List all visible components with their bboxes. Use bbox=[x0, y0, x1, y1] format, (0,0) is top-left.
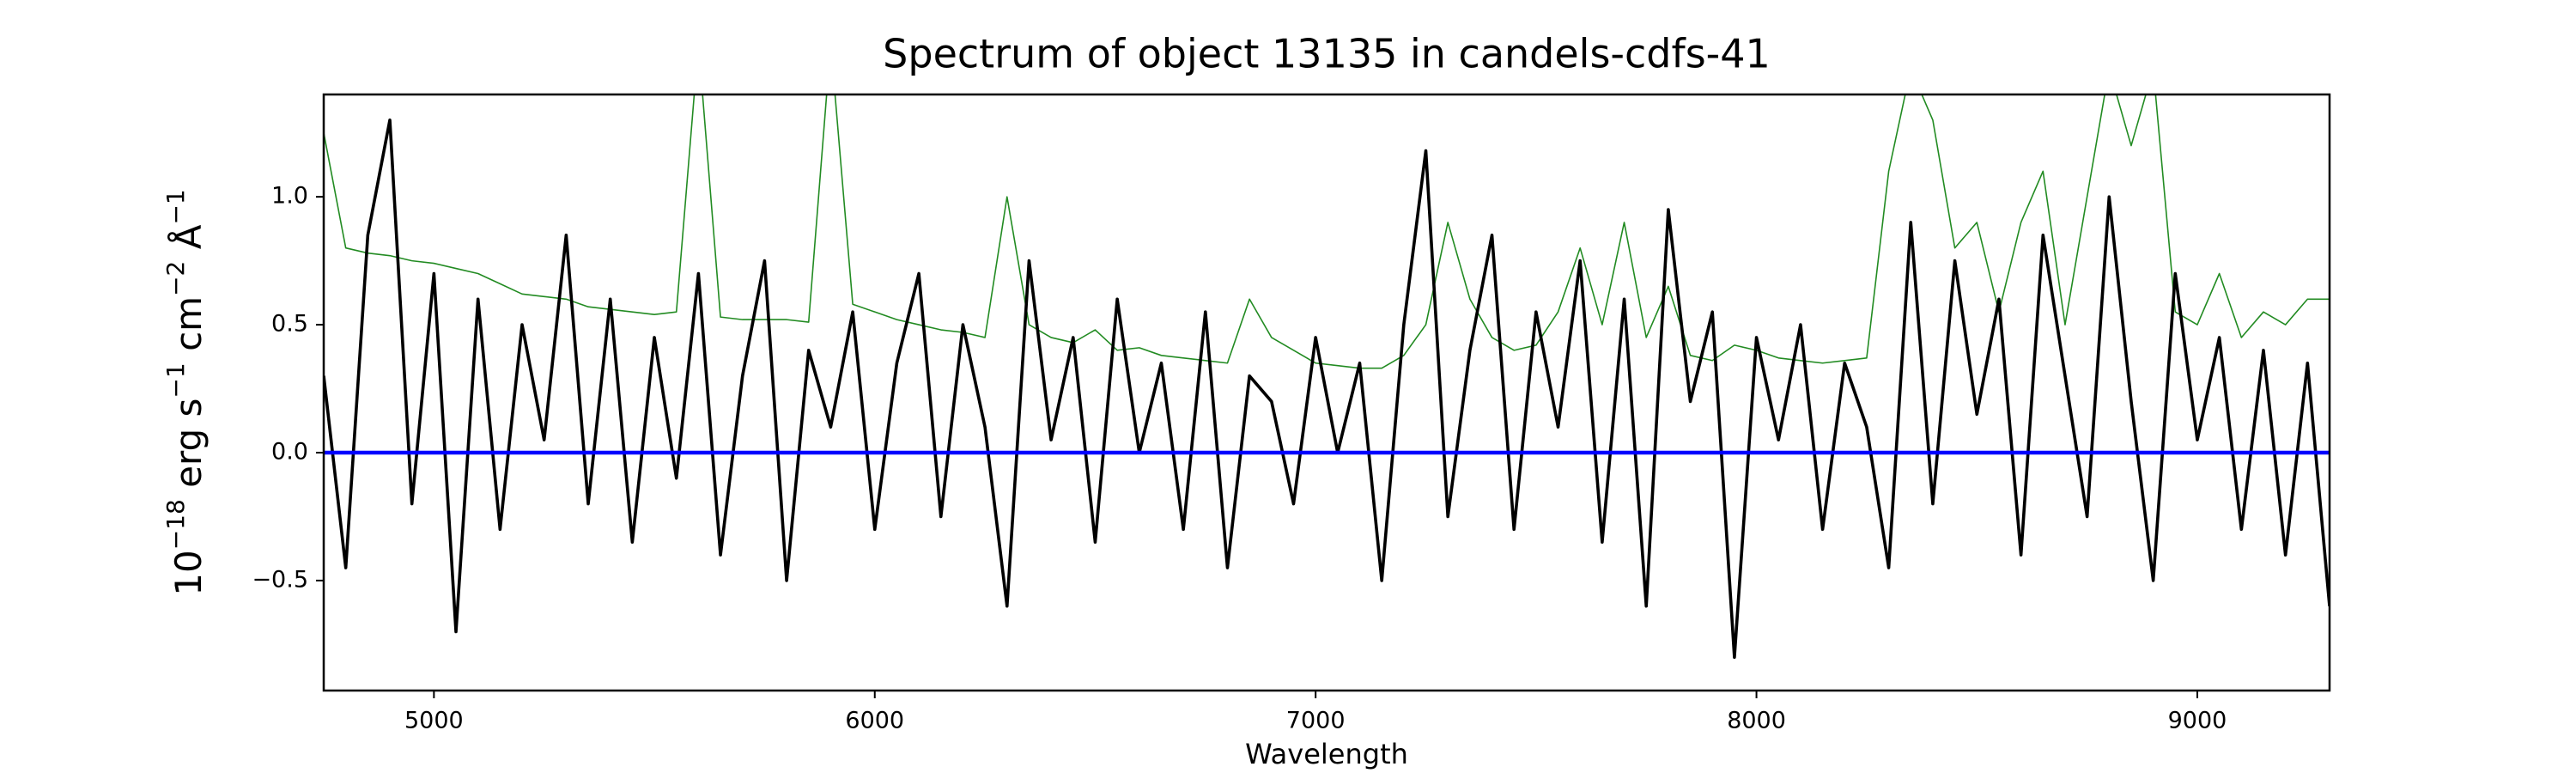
y-axis-label-part: Å bbox=[167, 224, 210, 260]
y-axis-label: 10−18 erg s−1 cm−2 Å−1 bbox=[161, 189, 210, 595]
x-tick-label: 6000 bbox=[845, 708, 904, 734]
series-line bbox=[324, 94, 2330, 369]
axes-frame bbox=[322, 93, 2331, 692]
x-tick-label: 8000 bbox=[1727, 708, 1786, 734]
y-axis-label-part: cm bbox=[167, 296, 210, 362]
y-tick-label: 1.0 bbox=[271, 183, 308, 210]
y-axis-label-superscript: −2 bbox=[161, 261, 190, 296]
y-axis-label-part: 10 bbox=[167, 550, 210, 595]
y-tick-label: 0.5 bbox=[271, 311, 308, 338]
x-tick-label: 7000 bbox=[1286, 708, 1346, 734]
y-axis-label-part: erg s bbox=[167, 399, 210, 500]
y-axis-label-superscript: −1 bbox=[161, 362, 190, 398]
chart-title: Spectrum of object 13135 in candels-cdfs… bbox=[883, 31, 1771, 77]
y-tick-label: 0.0 bbox=[271, 438, 308, 465]
y-axis-label-superscript: −18 bbox=[161, 499, 190, 550]
x-tick-label: 9000 bbox=[2168, 708, 2227, 734]
series-line bbox=[324, 118, 2330, 660]
x-tick-label: 5000 bbox=[404, 708, 464, 734]
y-tick-label: −0.5 bbox=[252, 566, 308, 593]
y-axis-label-superscript: −1 bbox=[161, 189, 190, 224]
plot-area bbox=[324, 94, 2330, 660]
x-axis-label: Wavelength bbox=[1245, 738, 1408, 770]
